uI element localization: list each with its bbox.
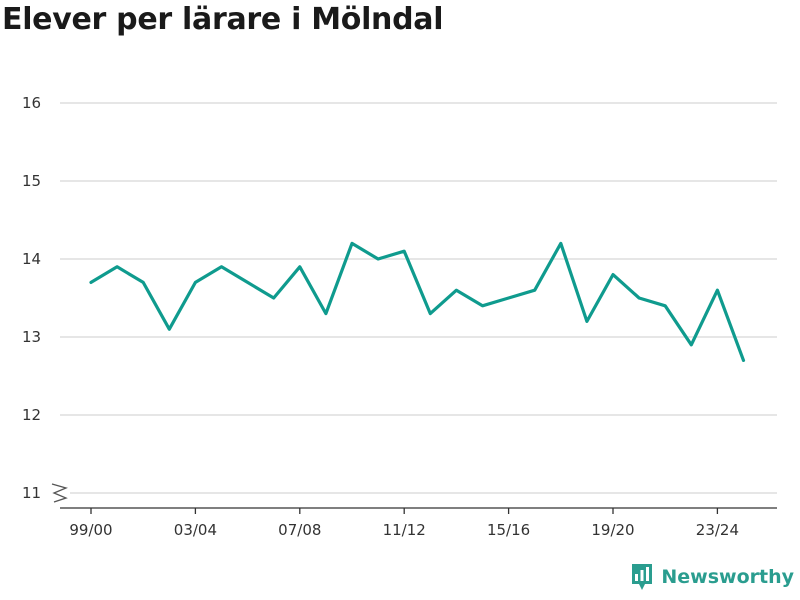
series-group <box>89 241 746 362</box>
y-tick-label: 15 <box>22 172 41 190</box>
x-tick-label: 19/20 <box>591 521 634 539</box>
y-tick-label: 14 <box>22 250 41 268</box>
y-tick-label: 11 <box>22 484 41 502</box>
brand-name: Newsworthy <box>661 566 794 588</box>
axis-break-zigzag <box>51 483 68 503</box>
gridlines <box>60 102 777 494</box>
x-tick-label: 99/00 <box>69 521 112 539</box>
x-tick-label: 15/16 <box>487 521 530 539</box>
newsworthy-logo-icon <box>632 564 653 590</box>
x-tick-label: 11/12 <box>383 521 426 539</box>
y-tick-label: 12 <box>22 406 41 424</box>
y-tick-label: 16 <box>22 94 41 112</box>
x-tick-label: 03/04 <box>174 521 217 539</box>
y-axis-ticks: 11 12 13 14 15 16 <box>22 94 41 502</box>
x-tick-label: 07/08 <box>278 521 321 539</box>
axis-break-marker <box>51 483 68 503</box>
y-tick-label: 13 <box>22 328 41 346</box>
x-axis-ticks: 99/00 03/04 07/08 11/12 15/16 19/20 23/24 <box>69 508 739 539</box>
series-line <box>89 241 746 362</box>
x-tick-label: 23/24 <box>696 521 739 539</box>
chart-title: Elever per lärare i Mölndal <box>2 2 444 37</box>
brand-logo: Newsworthy <box>630 562 794 592</box>
